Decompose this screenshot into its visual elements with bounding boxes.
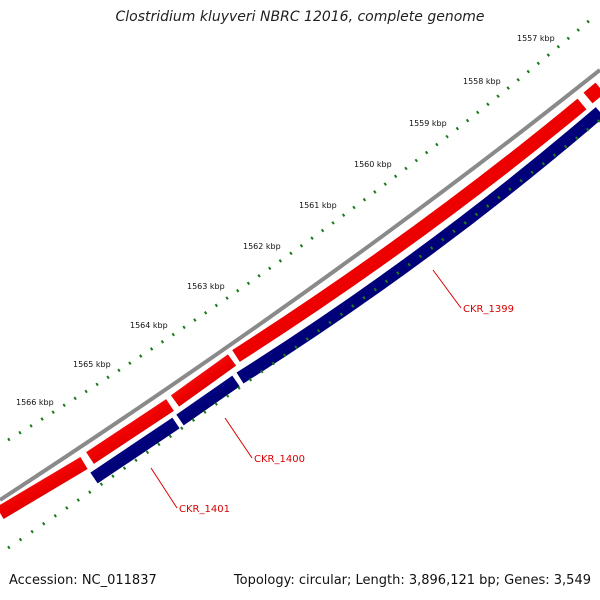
tick-label-1565: 1565 kbp [73, 360, 111, 369]
gene-ckr-1400-forward [170, 354, 237, 407]
tick-label-1561: 1561 kbp [299, 201, 337, 210]
genome-backbone [0, 68, 600, 502]
tick-label-1559: 1559 kbp [409, 119, 447, 128]
gene-ckr-1399-forward [232, 98, 587, 362]
gene-label-ckr-1400[interactable]: CKR_1400 [254, 454, 305, 465]
tick-label-1566: 1566 kbp [16, 398, 54, 407]
gene-label-ckr-1399[interactable]: CKR_1399 [463, 304, 514, 315]
gene-reverse-long [236, 107, 600, 384]
gene-label-leaders [150, 269, 462, 509]
tick-label-1564: 1564 kbp [130, 321, 168, 330]
gene-label-ckr-1401[interactable]: CKR_1401 [179, 504, 230, 515]
leader-ckr-1399 [432, 269, 462, 309]
tick-label-1563: 1563 kbp [187, 282, 225, 291]
tick-label-1562: 1562 kbp [243, 242, 281, 251]
inner-tick-ring [7, 118, 600, 550]
tick-label-1560: 1560 kbp [354, 160, 392, 169]
map-title: Clostridium kluyveri NBRC 12016, complet… [115, 9, 485, 25]
gene-ckr-1401-forward [86, 399, 174, 464]
outer-tick-ring [7, 18, 591, 442]
reverse-strand-genes [90, 107, 600, 484]
tick-label-1558: 1558 kbp [463, 77, 501, 86]
forward-strand-genes [0, 82, 600, 520]
gene-forward-partial-top [583, 82, 600, 104]
gene-labels: CKR_1399 CKR_1400 CKR_1401 [179, 304, 514, 515]
gene-reverse-bottom [90, 417, 180, 484]
accession-text: Accession: NC_011837 [9, 573, 157, 588]
gene-reverse-middle [176, 375, 240, 426]
genome-summary-text: Topology: circular; Length: 3,896,121 bp… [233, 573, 591, 588]
gene-forward-partial-bottom [0, 456, 88, 520]
tick-label-1557: 1557 kbp [517, 34, 555, 43]
leader-ckr-1401 [150, 467, 178, 509]
kbp-tick-labels: 1557 kbp 1558 kbp 1559 kbp 1560 kbp 1561… [16, 34, 555, 407]
leader-ckr-1400 [224, 417, 253, 459]
